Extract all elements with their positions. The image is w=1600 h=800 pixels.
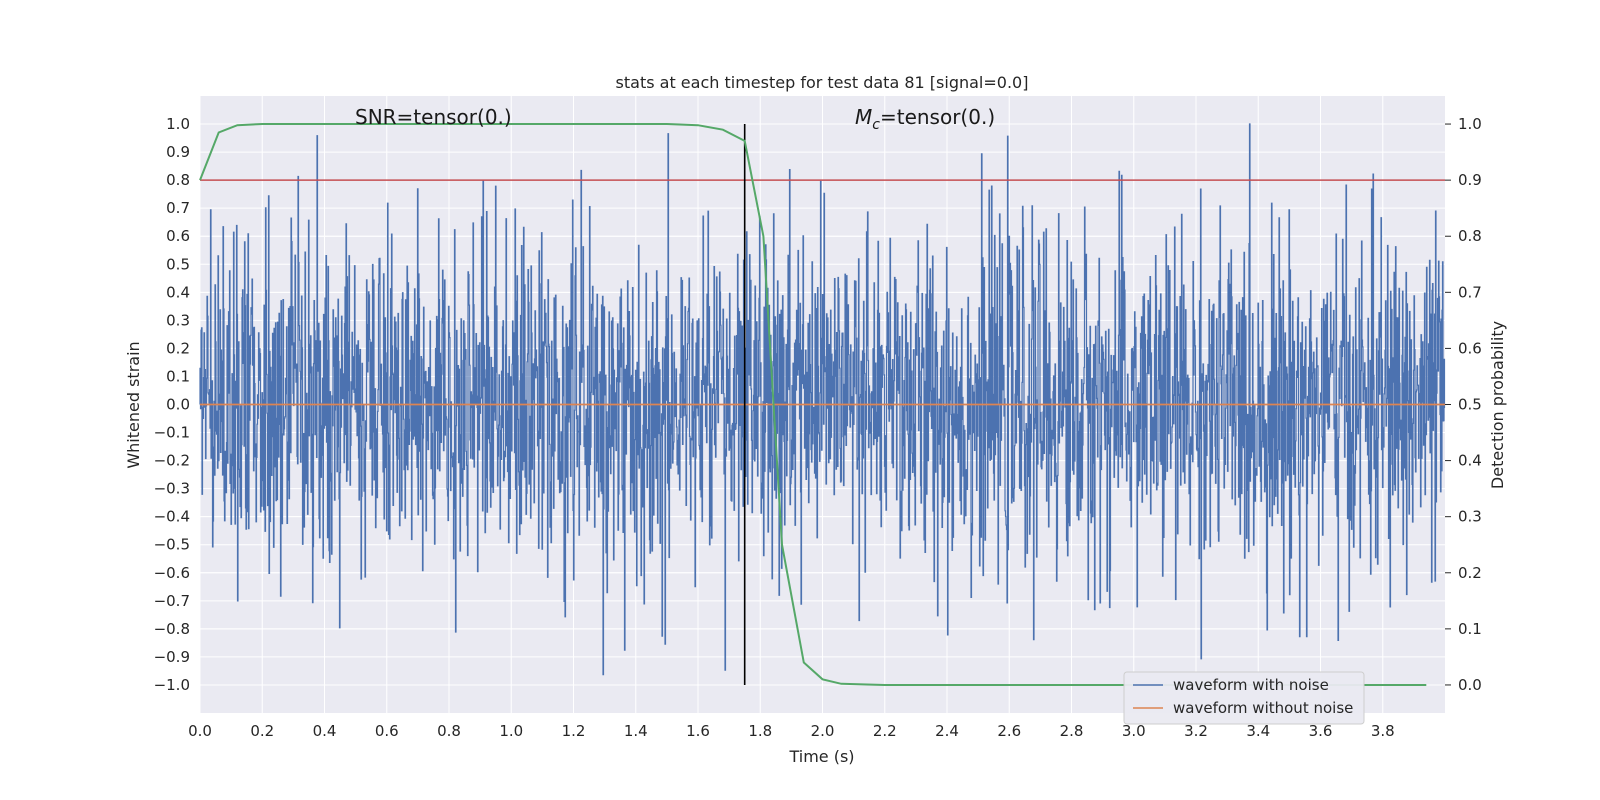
x-tick-label: 1.6 (686, 722, 710, 740)
y-tick-label: −0.5 (154, 536, 190, 554)
x-tick-label: 3.4 (1246, 722, 1270, 740)
legend-box (1123, 671, 1365, 725)
y-tick-label: 1.0 (166, 115, 190, 133)
legend-label-waveform-with-noise: waveform with noise (1173, 676, 1329, 694)
y-tick-label: 0.8 (166, 171, 190, 189)
y2-tick-label: 0.4 (1458, 452, 1482, 470)
y2-tick-label: 0.8 (1458, 227, 1482, 245)
x-axis-label: Time (s) (788, 747, 854, 766)
lines-layer (199, 123, 1445, 686)
y-tick-label: −0.7 (154, 592, 190, 610)
y2-tick-label: 0.6 (1458, 339, 1482, 357)
y-tick-label: −0.6 (154, 564, 190, 582)
y-tick-label: 0.7 (166, 199, 190, 217)
y-tick-label: 0.2 (166, 339, 190, 357)
y-tick-label: −0.4 (154, 508, 190, 526)
y-tick-label: 0.5 (166, 255, 190, 273)
mc-value: =tensor(0.) (880, 105, 995, 129)
detection-probability-line (199, 123, 1427, 686)
x-tick-label: 2.8 (1060, 722, 1084, 740)
x-tick-label: 2.6 (997, 722, 1021, 740)
x-tick-label: 3.2 (1184, 722, 1208, 740)
y2-axis-label: Detection probability (1488, 321, 1507, 489)
y-tick-label: 0.3 (166, 311, 190, 329)
mc-symbol: M (855, 105, 872, 129)
y-tick-label: −0.9 (154, 648, 190, 666)
x-tick-label: 1.0 (499, 722, 523, 740)
x-tick-label: 2.0 (811, 722, 835, 740)
x-tick-label: 0.6 (375, 722, 399, 740)
ticks-layer: 0.0 0.2 0.4 0.6 0.8 1.0 1.2 1.4 1.6 1.8 2.0 2.2 2.4 2… (154, 115, 1482, 740)
y-tick-label: −0.2 (154, 452, 190, 470)
x-tick-label: 3.6 (1309, 722, 1333, 740)
y-tick-label: 0.4 (166, 283, 190, 301)
y-tick-label: −1.0 (154, 676, 190, 694)
y2-tick-label: 0.7 (1458, 283, 1482, 301)
y2-tick-label: 1.0 (1458, 115, 1482, 133)
y2-tick-label: 0.1 (1458, 620, 1482, 638)
y-tick-label: 0.6 (166, 227, 190, 245)
x-tick-label: 0.4 (313, 722, 337, 740)
y-tick-label: 0.9 (166, 143, 190, 161)
mc-subscript: c (872, 117, 880, 133)
x-tick-label: 3.0 (1122, 722, 1146, 740)
snr-annotation: SNR=tensor(0.) (355, 105, 512, 129)
mc-annotation: Mc=tensor(0.) (855, 105, 995, 133)
y-tick-label: 0.1 (166, 367, 190, 385)
y2-tick-label: 0.3 (1458, 508, 1482, 526)
x-tick-label: 0.2 (250, 722, 274, 740)
waveform-with-noise-series (199, 123, 1446, 676)
y2-tick-label: 0.2 (1458, 564, 1482, 582)
x-tick-label: 3.8 (1371, 722, 1395, 740)
x-tick-label: 0.8 (437, 722, 461, 740)
y-tick-label: −0.1 (154, 424, 190, 442)
legend: waveform with noise waveform without noi… (1123, 671, 1365, 725)
y-tick-label: −0.8 (154, 620, 190, 638)
y-tick-label: −0.3 (154, 480, 190, 498)
y2-tick-label: 0.5 (1458, 396, 1482, 414)
y2-tick-label: 0.0 (1458, 676, 1482, 694)
x-tick-label: 1.2 (562, 722, 586, 740)
y2-tick-label: 0.9 (1458, 171, 1482, 189)
y-axis-label: Whitened strain (124, 341, 143, 468)
x-tick-label: 2.4 (935, 722, 959, 740)
chart-title: stats at each timestep for test data 81 … (616, 73, 1029, 92)
x-tick-label: 1.8 (748, 722, 772, 740)
y-tick-label: 0.0 (166, 396, 190, 414)
x-tick-label: 0.0 (188, 722, 212, 740)
waveform-with-noise-line (199, 123, 1446, 676)
legend-label-waveform-without-noise: waveform without noise (1173, 699, 1353, 717)
x-tick-label: 1.4 (624, 722, 648, 740)
x-tick-label: 2.2 (873, 722, 897, 740)
